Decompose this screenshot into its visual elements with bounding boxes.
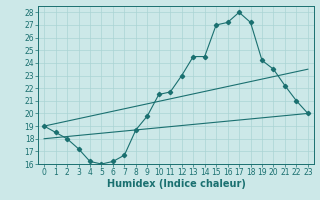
X-axis label: Humidex (Indice chaleur): Humidex (Indice chaleur) bbox=[107, 179, 245, 189]
